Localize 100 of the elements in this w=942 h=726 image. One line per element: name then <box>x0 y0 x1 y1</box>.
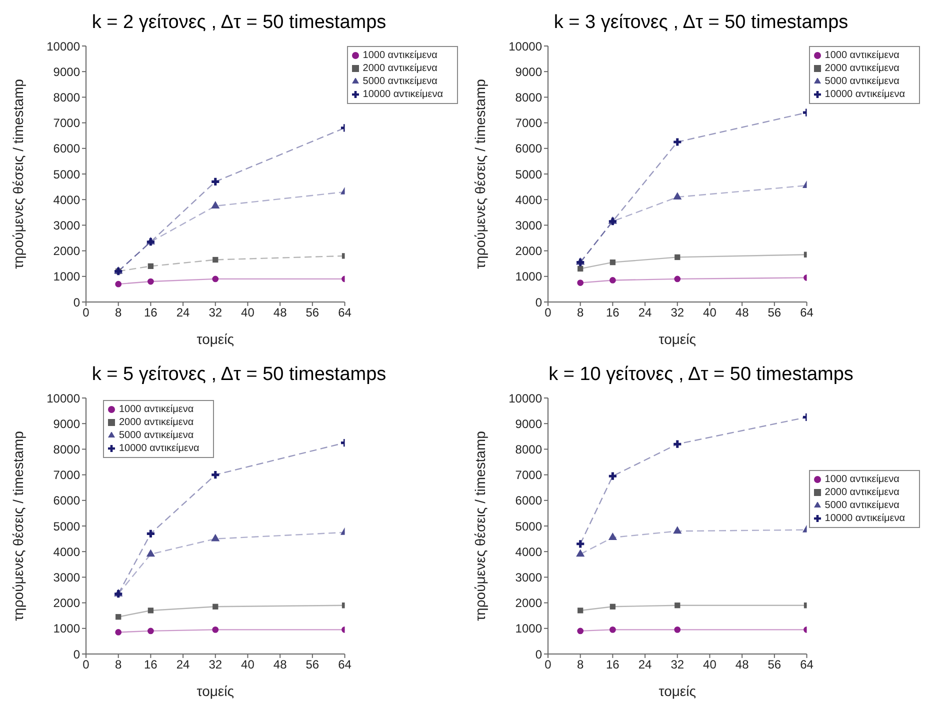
y-tick-label: 0 <box>73 295 80 310</box>
y-axis-title: τηρούμενες θέσεις / timestamp <box>472 430 488 621</box>
y-tick-label: 10000 <box>508 39 542 54</box>
y-tick-label: 6000 <box>515 494 542 508</box>
point <box>148 278 154 285</box>
point <box>608 472 616 480</box>
x-tick-label: 0 <box>82 306 90 320</box>
y-tick-label: 1000 <box>53 622 80 636</box>
x-tick-label: 64 <box>800 306 814 320</box>
y-tick-label: 10000 <box>508 391 542 406</box>
y-tick-label: 10000 <box>46 39 80 54</box>
point <box>148 608 154 614</box>
legend-label: 1000 αντικείμενα <box>824 50 900 61</box>
y-tick-label: 3000 <box>515 570 542 584</box>
x-axis-title: τομείς <box>196 682 234 699</box>
legend-label: 2000 αντικείμενα <box>824 487 900 498</box>
y-tick-label: 4000 <box>53 544 80 559</box>
y-tick-label: 8000 <box>53 442 80 456</box>
x-tick-label: 32 <box>208 306 222 320</box>
y-tick-label: 6000 <box>53 494 80 508</box>
point <box>673 192 682 200</box>
x-tick-label: 32 <box>670 306 684 320</box>
legend-label: 10000 αντικείμενα <box>119 443 200 454</box>
legend-label: 5000 αντικείμενα <box>824 500 900 511</box>
x-tick-label: 8 <box>577 306 584 320</box>
x-tick-label: 0 <box>82 658 90 672</box>
point <box>577 280 584 286</box>
y-tick-label: 6000 <box>53 142 80 156</box>
x-tick-label: 24 <box>176 658 190 672</box>
point <box>610 277 616 284</box>
y-tick-label: 9000 <box>53 416 80 431</box>
x-axis-title: τομείς <box>196 330 234 347</box>
y-tick-label: 5000 <box>53 167 80 182</box>
x-tick-label: 16 <box>144 658 158 672</box>
y-tick-label: 0 <box>535 295 542 310</box>
legend-label: 2000 αντικείμενα <box>119 417 194 428</box>
point <box>212 276 219 282</box>
x-tick-label: 40 <box>703 306 717 320</box>
point <box>674 138 682 146</box>
x-tick-label: 0 <box>544 658 552 672</box>
point <box>211 534 220 542</box>
x-tick-label: 8 <box>115 306 122 320</box>
y-tick-label: 1000 <box>53 270 80 284</box>
y-axis-title: τηρούμενες θέσεις / timestamp <box>472 78 488 269</box>
x-tick-label: 32 <box>670 658 684 672</box>
legend-label: 5000 αντικείμενα <box>119 430 194 441</box>
y-tick-label: 5000 <box>53 519 80 534</box>
chart-title: k = 10 γείτονες , Δτ = 50 timestamps <box>548 363 854 387</box>
point <box>212 626 219 633</box>
x-tick-label: 0 <box>544 306 552 320</box>
y-tick-label: 2000 <box>515 596 542 610</box>
y-tick-label: 4000 <box>515 544 542 559</box>
x-tick-label: 56 <box>768 658 782 672</box>
y-tick-label: 3000 <box>53 218 80 232</box>
point <box>577 628 584 634</box>
x-tick-label: 48 <box>735 306 750 320</box>
x-tick-label: 64 <box>338 306 352 320</box>
point <box>148 628 154 634</box>
y-tick-label: 1000 <box>515 270 542 284</box>
point <box>610 259 616 266</box>
chart-title: k = 3 γείτονες , Δτ = 50 timestamps <box>552 11 850 35</box>
y-tick-label: 5000 <box>515 167 542 182</box>
x-tick-label: 32 <box>208 658 222 672</box>
point <box>148 263 154 269</box>
chart-title: k = 5 γείτονες , Δτ = 50 timestamps <box>90 363 388 387</box>
point <box>146 530 154 538</box>
point <box>673 526 682 534</box>
y-tick-label: 4000 <box>515 192 542 207</box>
point <box>608 532 617 540</box>
x-tick-label: 40 <box>703 658 717 672</box>
y-tick-label: 2000 <box>53 244 80 258</box>
legend-label: 5000 αντικείμενα <box>824 76 900 87</box>
point <box>212 604 218 610</box>
point <box>578 608 584 614</box>
x-tick-label: 40 <box>241 658 255 672</box>
legend-label: 2000 αντικείμενα <box>824 63 900 74</box>
x-axis-title: τομείς <box>658 330 696 347</box>
y-tick-label: 7000 <box>53 116 80 130</box>
point <box>674 626 681 633</box>
y-tick-label: 3000 <box>53 570 80 584</box>
point <box>674 254 680 260</box>
x-tick-label: 16 <box>606 306 620 320</box>
x-axis-title: τομείς <box>658 682 696 699</box>
y-tick-label: 3000 <box>515 218 542 232</box>
x-tick-label: 64 <box>338 658 352 672</box>
point <box>212 471 220 479</box>
x-tick-label: 48 <box>273 306 288 320</box>
x-tick-label: 24 <box>638 658 652 672</box>
legend-label: 5000 αντικείμενα <box>362 76 438 87</box>
y-tick-label: 10000 <box>46 391 80 406</box>
legend-label: 1000 αντικείμενα <box>119 404 194 415</box>
x-tick-label: 24 <box>638 306 652 320</box>
x-tick-label: 16 <box>144 306 158 320</box>
point <box>674 602 680 608</box>
x-tick-label: 48 <box>273 658 288 672</box>
x-tick-label: 40 <box>241 306 255 320</box>
y-tick-label: 2000 <box>53 596 80 610</box>
y-tick-label: 6000 <box>515 142 542 156</box>
point <box>576 540 584 548</box>
x-tick-label: 56 <box>768 306 782 320</box>
